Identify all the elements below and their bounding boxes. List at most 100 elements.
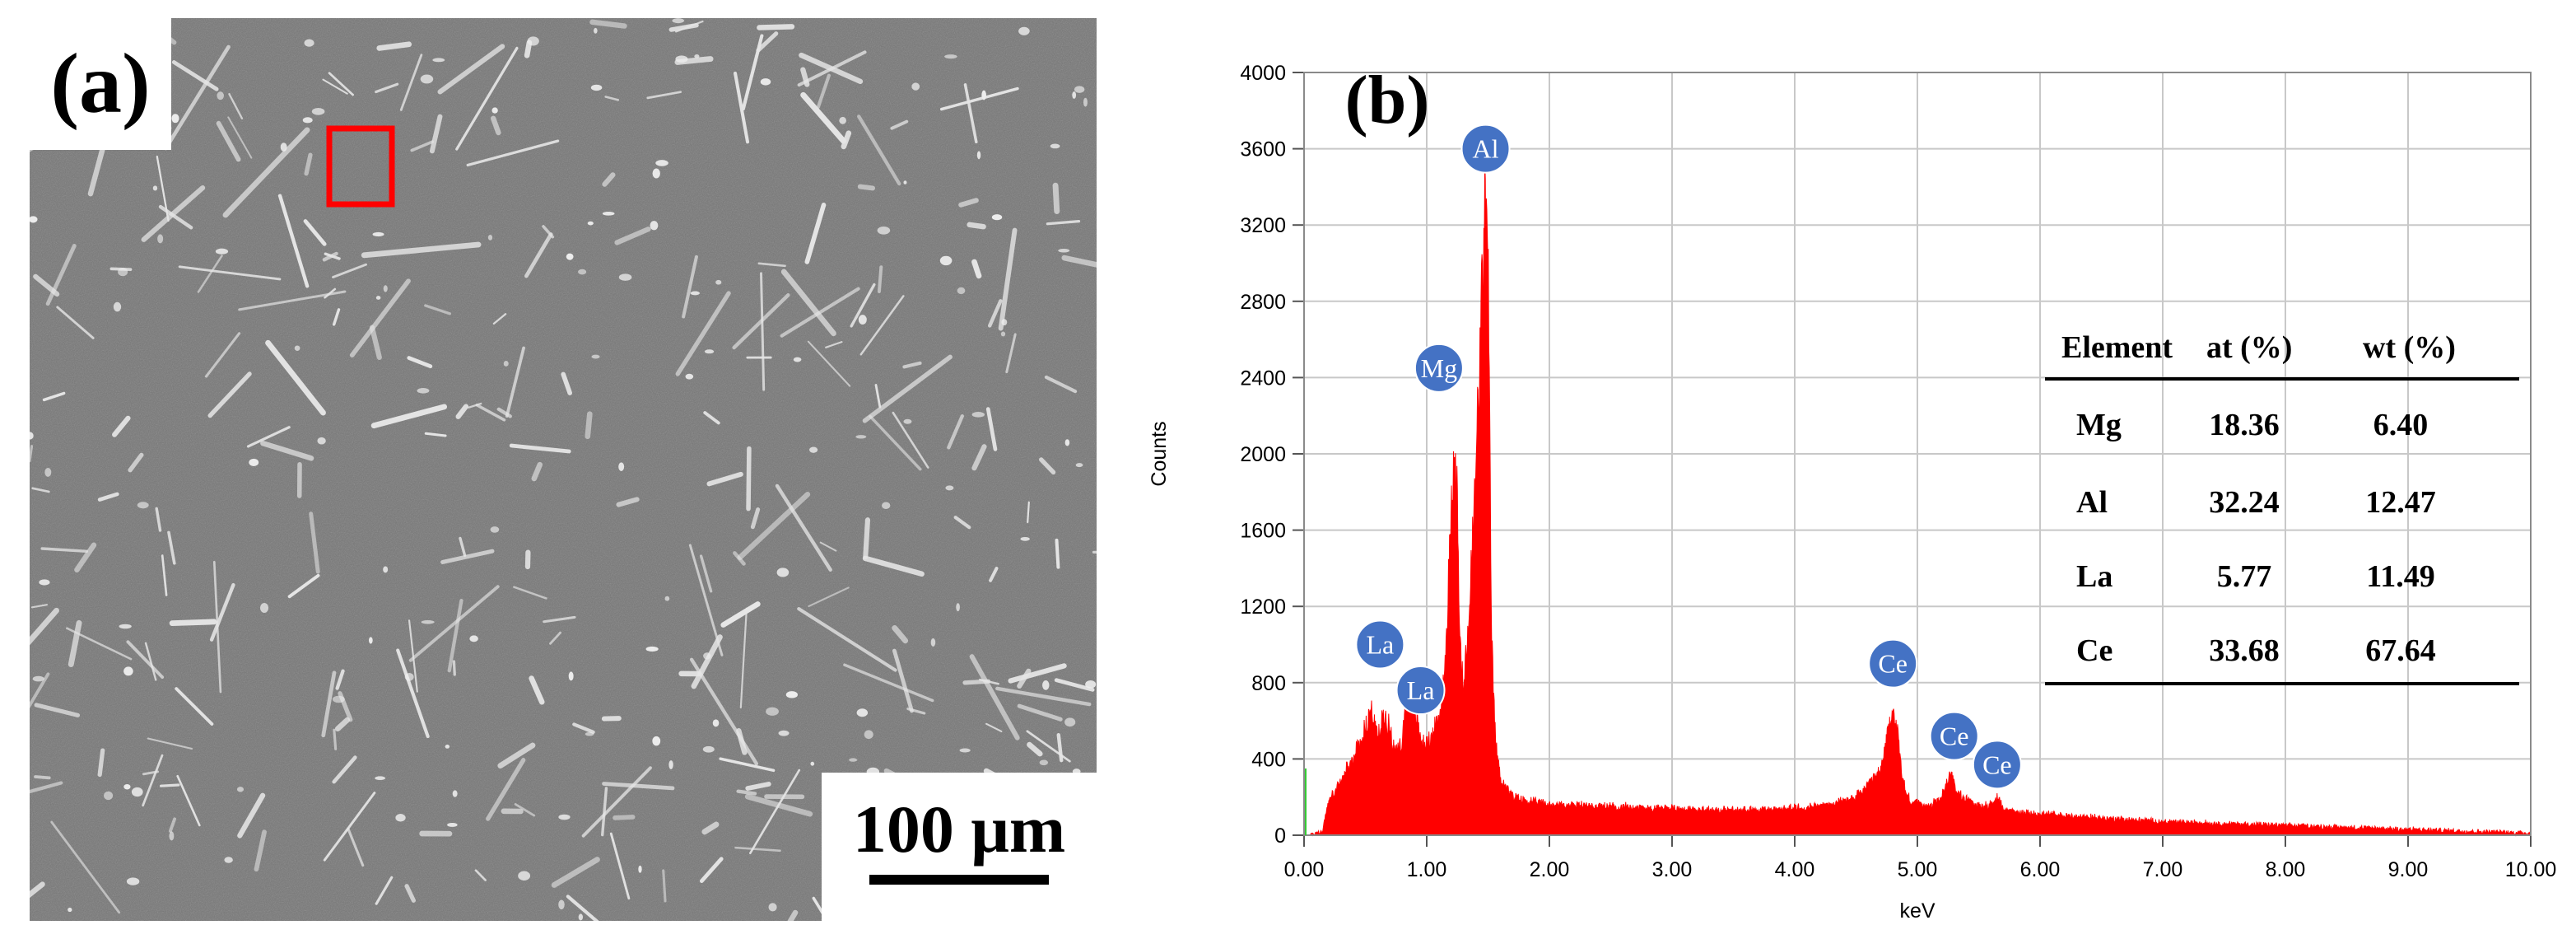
precipitate-needle [197, 255, 223, 293]
precipitate-needle [496, 407, 512, 418]
precipitate-particle [368, 637, 373, 644]
precipitate-particle [877, 226, 891, 235]
precipitate-needle [309, 512, 320, 574]
peak-badge [1972, 740, 2022, 790]
y-tick-label: 1200 [1240, 596, 1286, 619]
precipitate-needle [324, 252, 341, 260]
precipitate-needle [859, 295, 905, 356]
precipitate-needle [691, 634, 723, 689]
y-tick-label: 2000 [1240, 443, 1286, 466]
precipitate-particle [766, 707, 779, 716]
precipitate-needle [347, 827, 365, 867]
table-cell: 32.24 [2209, 485, 2280, 520]
precipitate-particle [104, 791, 114, 801]
table-cell: 18.36 [2209, 408, 2280, 442]
y-tick-label: 4000 [1240, 62, 1286, 85]
precipitate-needle [947, 413, 964, 450]
precipitate-needle [349, 278, 411, 357]
precipitate-particle [1075, 463, 1083, 468]
precipitate-particle [650, 221, 659, 231]
precipitate-particle [32, 675, 44, 682]
precipitate-needle [97, 492, 119, 502]
precipitate-particle [1018, 26, 1030, 35]
precipitate-needle [799, 52, 864, 85]
precipitate-needle [1017, 703, 1063, 722]
precipitate-needle [424, 432, 447, 437]
precipitate-needle [159, 783, 180, 787]
precipitate-particle [395, 814, 406, 822]
precipitate-needle [128, 452, 144, 473]
scale-bar-line [869, 875, 1049, 885]
precipitate-particle [152, 185, 158, 191]
precipitate-needle [979, 678, 999, 685]
precipitate-needle [408, 619, 418, 693]
precipitate-particle [1058, 248, 1070, 253]
precipitate-needle [572, 722, 595, 734]
peak-label: Mg [1421, 353, 1457, 383]
precipitate-needle [862, 354, 953, 423]
precipitate-needle [147, 737, 193, 750]
precipitate-needle [566, 895, 599, 921]
precipitate-particle [778, 730, 790, 736]
x-tick-label: 3.00 [1652, 858, 1693, 881]
precipitate-particle [668, 760, 673, 769]
x-tick-label: 6.00 [2020, 858, 2061, 881]
precipitate-particle [939, 255, 953, 266]
peak-label: La [1367, 630, 1395, 660]
precipitate-particle [664, 596, 670, 601]
scale-bar-label: 100 μm [852, 792, 1066, 867]
precipitate-needle [892, 625, 909, 644]
precipitate-particle [591, 354, 600, 359]
precipitate-particle [1039, 759, 1049, 766]
precipitate-needle [238, 290, 347, 311]
table-header: Element [2061, 330, 2173, 365]
precipitate-needle [497, 742, 536, 769]
precipitate-needle [56, 306, 95, 339]
table-cell: 11.49 [2366, 559, 2434, 594]
precipitate-needle [369, 325, 382, 360]
y-tick-label: 800 [1251, 672, 1286, 695]
precipitate-needle [529, 675, 545, 705]
precipitate-needle [967, 222, 986, 230]
panel-b-label: (b) [1344, 62, 1430, 138]
precipitate-needle [995, 686, 1092, 707]
peak-label: La [1407, 675, 1435, 705]
precipitate-needle [989, 567, 999, 582]
precipitate-needle [750, 507, 761, 530]
precipitate-particle [568, 671, 574, 681]
precipitate-particle [383, 285, 388, 292]
peak-label: Al [1473, 134, 1499, 164]
precipitate-needle [126, 640, 165, 680]
table-cell: 6.40 [2373, 408, 2429, 442]
precipitate-needle [739, 607, 748, 709]
precipitate-needle [749, 768, 801, 855]
precipitate-particle [959, 748, 971, 753]
precipitate-needle [492, 313, 507, 325]
precipitate-particle [126, 877, 140, 885]
precipitate-needle [455, 46, 519, 151]
precipitate-needle [447, 598, 463, 673]
precipitate-needle [963, 83, 978, 144]
precipitate-needle [601, 787, 608, 837]
precipitate-needle [890, 119, 909, 130]
precipitate-particle [217, 91, 224, 100]
precipitate-particle [903, 180, 907, 185]
precipitate-particle [702, 745, 715, 753]
precipitate-needle [334, 717, 351, 732]
precipitate-needle [155, 507, 162, 532]
precipitate-particle [39, 579, 50, 586]
precipitate-particle [715, 279, 722, 285]
precipitate-particle [566, 253, 574, 260]
precipitate-needle [675, 291, 731, 376]
peak-badge [1460, 124, 1511, 174]
precipitate-particle [945, 485, 954, 491]
precipitate-needle [321, 670, 337, 738]
x-tick-label: 5.00 [1898, 858, 1938, 881]
precipitate-particle [785, 691, 799, 698]
precipitate-needle [175, 687, 214, 726]
precipitate-needle [1027, 501, 1030, 524]
precipitate-particle [1064, 717, 1076, 727]
precipitate-needle [50, 820, 121, 914]
precipitate-needle [1008, 663, 1067, 684]
precipitate-needle [227, 116, 253, 159]
